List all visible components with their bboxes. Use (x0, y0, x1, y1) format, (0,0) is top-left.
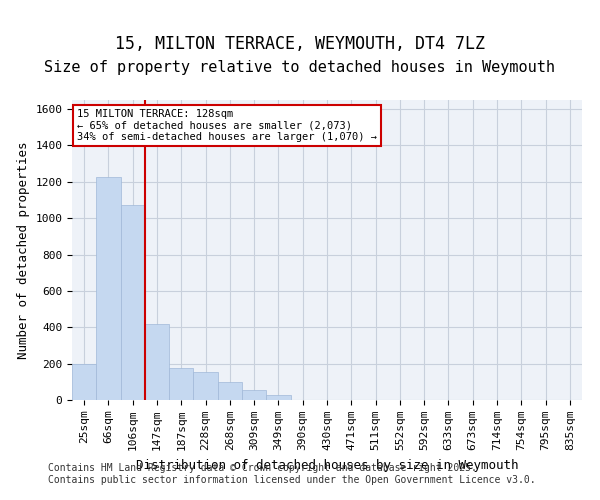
Bar (193, 372, 218, 400)
X-axis label: Distribution of detached houses by size in Weymouth: Distribution of detached houses by size … (136, 458, 518, 471)
Bar (242, 390, 266, 400)
Bar (72, 364, 96, 400)
Text: Contains HM Land Registry data © Crown copyright and database right 2025.
Contai: Contains HM Land Registry data © Crown c… (48, 464, 536, 485)
Y-axis label: Number of detached properties: Number of detached properties (17, 141, 30, 359)
Text: Size of property relative to detached houses in Weymouth: Size of property relative to detached ho… (44, 60, 556, 75)
Bar (121, 206, 145, 400)
Bar (145, 324, 169, 400)
Bar (169, 368, 193, 400)
Text: 15, MILTON TERRACE, WEYMOUTH, DT4 7LZ: 15, MILTON TERRACE, WEYMOUTH, DT4 7LZ (115, 35, 485, 53)
Bar (266, 394, 290, 400)
Bar (218, 382, 242, 400)
Bar (96, 178, 121, 400)
Text: 15 MILTON TERRACE: 128sqm
← 65% of detached houses are smaller (2,073)
34% of se: 15 MILTON TERRACE: 128sqm ← 65% of detac… (77, 109, 377, 142)
